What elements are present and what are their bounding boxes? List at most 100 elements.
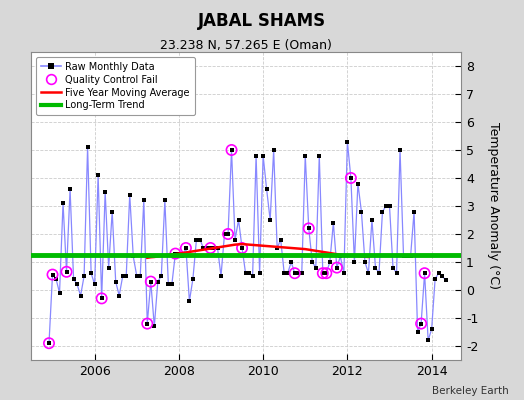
Point [238,245,246,251]
Point [428,326,436,332]
Point [126,192,134,198]
Legend: Raw Monthly Data, Quality Control Fail, Five Year Moving Average, Long-Term Tren: Raw Monthly Data, Quality Control Fail, … [36,57,195,115]
Point [378,208,387,215]
Point [325,259,334,265]
Point [252,152,260,159]
Point [161,197,169,204]
Point [255,270,264,276]
Point [133,273,141,279]
Point [203,245,211,251]
Point [104,264,113,271]
Point [171,250,180,257]
Point [101,189,110,195]
Point [283,270,292,276]
Point [399,253,408,260]
Point [189,276,197,282]
Point [357,208,366,215]
Point [122,273,130,279]
Point [322,270,331,276]
Point [420,270,429,276]
Point [431,276,439,282]
Point [238,245,246,251]
Point [245,270,253,276]
Point [224,231,232,237]
Text: JABAL SHAMS: JABAL SHAMS [198,12,326,30]
Point [420,270,429,276]
Point [174,250,183,257]
Point [157,273,166,279]
Point [150,323,159,330]
Title: 23.238 N, 57.265 E (Oman): 23.238 N, 57.265 E (Oman) [160,39,332,52]
Point [372,264,380,271]
Point [364,270,373,276]
Point [206,245,215,251]
Point [227,147,236,153]
Text: Berkeley Earth: Berkeley Earth [432,386,508,396]
Point [413,329,422,335]
Point [294,270,302,276]
Point [290,270,299,276]
Point [304,225,313,232]
Point [343,138,352,145]
Point [112,278,120,285]
Point [266,217,275,223]
Point [182,245,190,251]
Point [220,231,228,237]
Point [118,273,127,279]
Point [434,270,443,276]
Point [231,236,239,243]
Point [350,259,358,265]
Point [347,175,355,181]
Point [319,270,327,276]
Point [178,253,187,260]
Point [66,186,74,192]
Point [48,271,57,278]
Point [108,208,116,215]
Point [139,197,148,204]
Point [368,217,376,223]
Point [168,281,176,288]
Point [248,273,257,279]
Point [45,340,53,346]
Point [234,217,243,223]
Point [97,295,106,302]
Point [80,273,88,279]
Point [69,276,78,282]
Point [385,203,394,209]
Point [354,180,362,187]
Point [361,259,369,265]
Point [242,270,250,276]
Point [182,245,190,251]
Point [62,269,71,275]
Point [213,245,222,251]
Point [340,270,348,276]
Point [52,276,60,282]
Point [269,147,278,153]
Point [73,281,81,288]
Point [298,270,306,276]
Point [329,220,337,226]
Point [396,147,404,153]
Point [154,278,162,285]
Point [206,245,215,251]
Point [147,278,155,285]
Point [129,253,137,260]
Point [424,337,432,344]
Point [210,245,218,251]
Point [94,172,102,178]
Point [62,269,71,275]
Point [143,320,151,327]
Point [319,270,327,276]
Point [407,253,415,260]
Point [199,245,208,251]
Point [287,259,296,265]
Point [227,147,236,153]
Point [304,225,313,232]
Point [136,273,145,279]
Point [87,270,95,276]
Point [347,175,355,181]
Point [322,270,331,276]
Point [277,236,285,243]
Point [308,259,316,265]
Point [59,200,67,206]
